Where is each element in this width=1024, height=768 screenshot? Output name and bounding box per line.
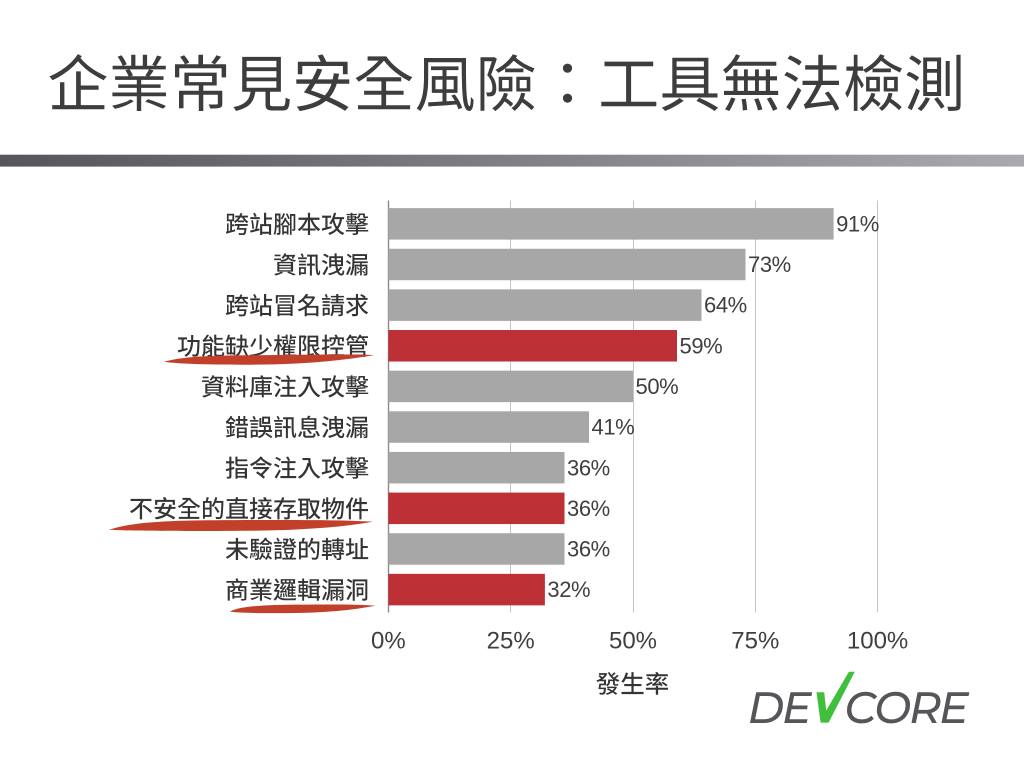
svg-text:0%: 0% xyxy=(371,628,406,655)
svg-text:36%: 36% xyxy=(567,455,610,480)
svg-text:75%: 75% xyxy=(731,628,779,655)
svg-text:36%: 36% xyxy=(567,496,610,521)
svg-text:25%: 25% xyxy=(487,628,535,655)
svg-text:50%: 50% xyxy=(636,374,679,399)
svg-text:41%: 41% xyxy=(592,415,635,440)
svg-text:36%: 36% xyxy=(567,537,610,562)
svg-text:64%: 64% xyxy=(704,293,747,318)
svg-text:59%: 59% xyxy=(680,333,723,358)
svg-text:50%: 50% xyxy=(609,628,657,655)
svg-text:73%: 73% xyxy=(748,252,791,277)
svg-text:100%: 100% xyxy=(847,628,908,655)
svg-text:91%: 91% xyxy=(836,211,879,236)
svg-text:32%: 32% xyxy=(547,577,590,602)
